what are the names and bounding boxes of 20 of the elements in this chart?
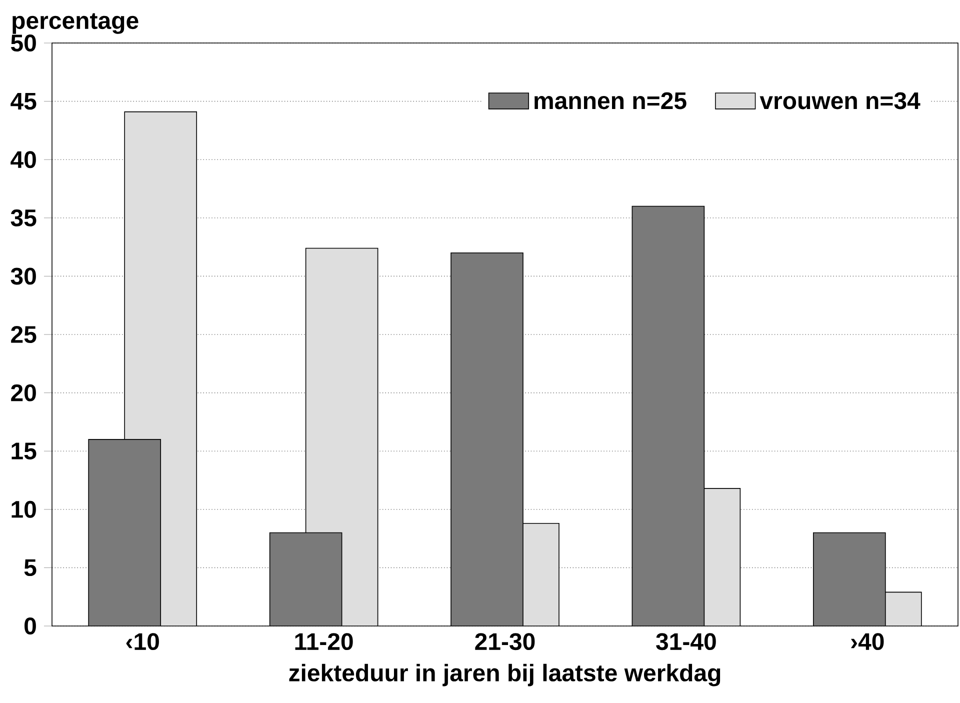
y-tick-label: 5: [24, 559, 36, 576]
y-tick-label: 40: [10, 151, 36, 168]
y-tick-label: 10: [12, 500, 36, 518]
y-tick-label: 35: [10, 209, 36, 226]
y-tick-label: 45: [10, 92, 36, 110]
y-tick-label: 15: [12, 442, 36, 460]
y-tick-label: 0: [24, 618, 36, 634]
y-tick-label: 30: [10, 268, 36, 285]
y-tick-label: 25: [11, 326, 36, 343]
x-axis-title: ziekteduur in jaren bij laatste werkdag: [289, 664, 720, 686]
x-tick-label: 31-40: [656, 633, 716, 650]
x-tick-label: 11-20: [295, 633, 353, 650]
x-tick-label: 21-30: [475, 633, 535, 650]
y-tick-label: 20: [11, 384, 36, 402]
legend-label: vrouwen n=34: [760, 92, 920, 110]
x-tick-label: ›40: [851, 633, 884, 650]
y-tick-label: 50: [10, 34, 36, 52]
y-axis-title: percentage: [12, 13, 138, 34]
legend-label: mannen n=25: [534, 92, 686, 110]
x-tick-label: ‹10: [126, 633, 159, 650]
